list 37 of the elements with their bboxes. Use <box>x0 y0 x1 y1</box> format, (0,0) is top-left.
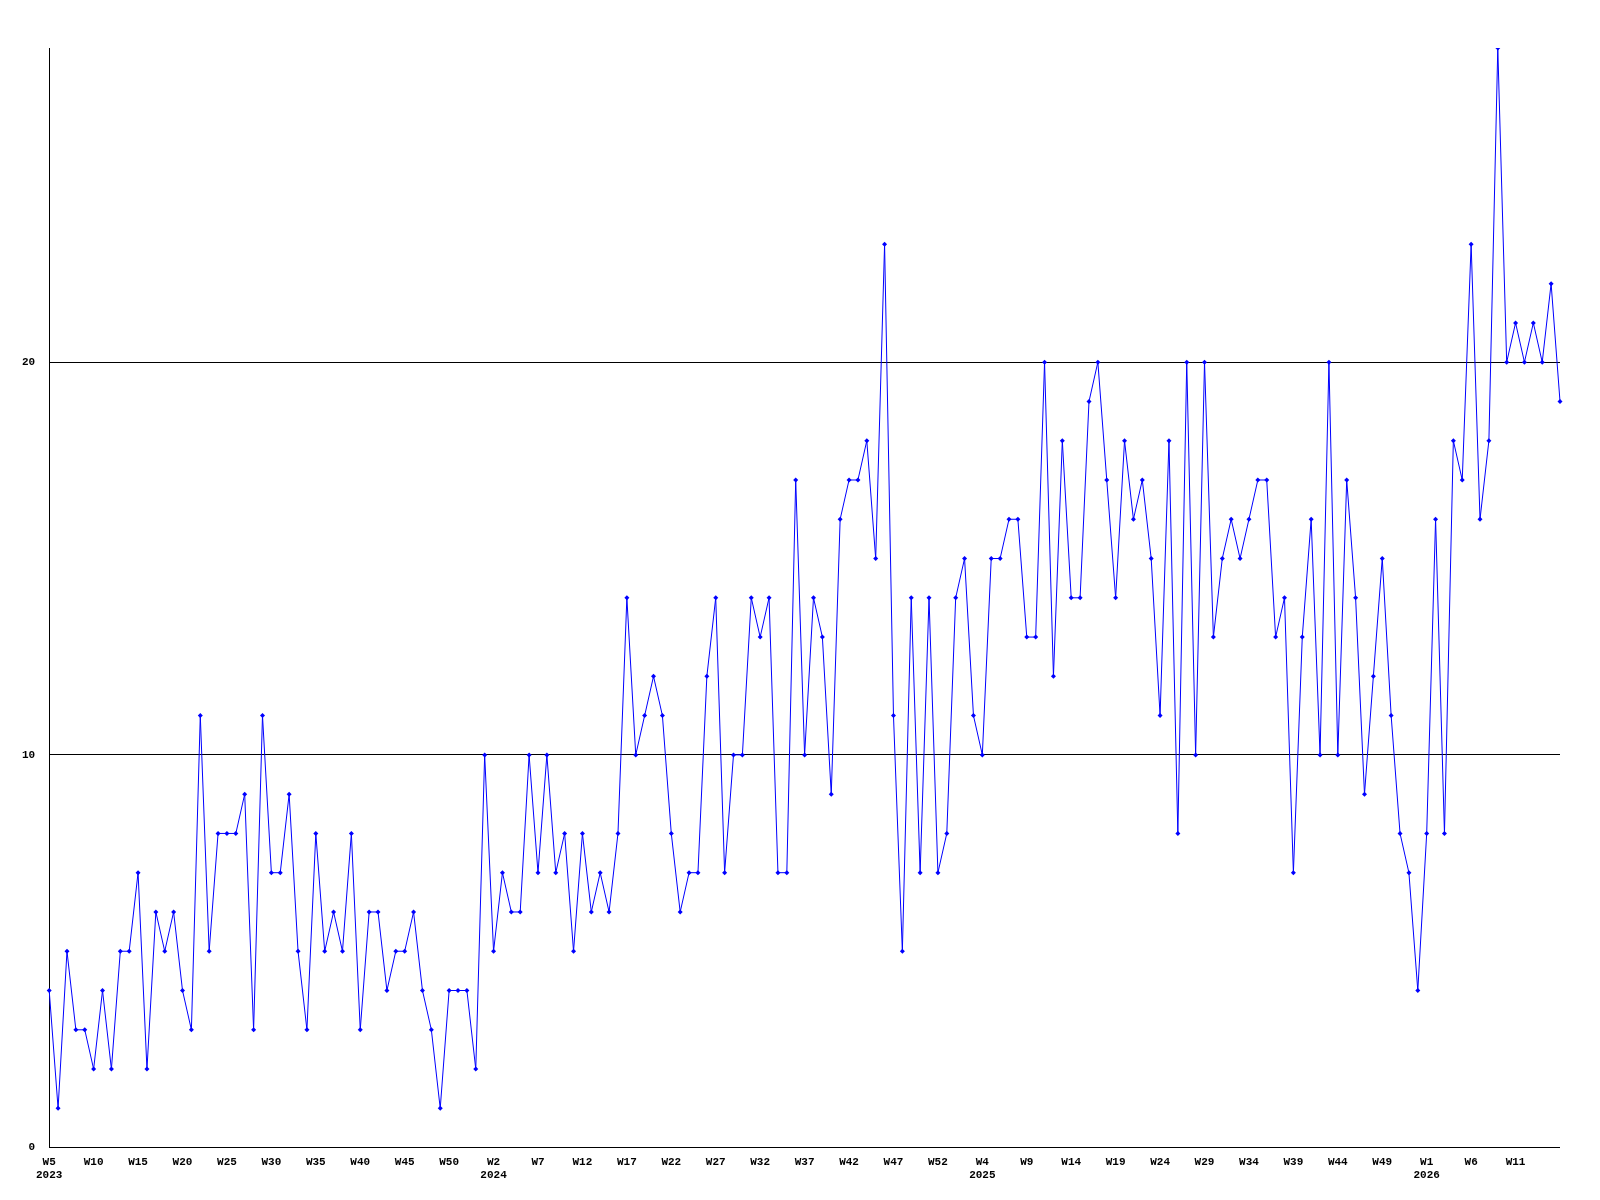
x-tick-label: W14 <box>1061 1155 1082 1168</box>
x-tick-label: W9 <box>1020 1155 1034 1168</box>
x-tick-label: W15 <box>128 1155 149 1168</box>
y-tick-label: 10 <box>22 748 36 761</box>
x-tick-label: W52 <box>928 1155 948 1168</box>
x-tick-label: W49 <box>1372 1155 1393 1168</box>
x-tick-label: W42 <box>839 1155 859 1168</box>
x-tick-label: W12 <box>572 1155 593 1168</box>
x-tick-label: W17 <box>616 1155 637 1168</box>
x-tick-label: W10 <box>83 1155 104 1168</box>
x-tick-label: W34 <box>1239 1155 1260 1168</box>
x-tick-label: W5 2023 <box>36 1155 63 1182</box>
x-tick-label: W19 <box>1105 1155 1126 1168</box>
x-tick-label: W11 <box>1505 1155 1526 1168</box>
x-tick-label: W35 <box>305 1155 327 1168</box>
x-tick-label: W44 <box>1327 1155 1349 1168</box>
x-tick-label: W7 <box>531 1155 545 1168</box>
x-tick-label: W39 <box>1283 1155 1304 1168</box>
x-tick-label: W30 <box>261 1155 282 1168</box>
x-tick-label: W1 2026 <box>1413 1155 1440 1182</box>
x-tick-label: W20 <box>172 1155 193 1168</box>
x-tick-label: W4 2025 <box>969 1155 996 1182</box>
x-tick-label: W22 <box>661 1155 682 1168</box>
x-tick-label: W40 <box>350 1155 371 1168</box>
x-tick-label: W32 <box>750 1155 771 1168</box>
x-tick-label: W6 <box>1464 1155 1478 1168</box>
x-tick-label: W25 <box>217 1155 238 1168</box>
x-tick-label: W45 <box>394 1155 415 1168</box>
x-tick-label: W47 <box>883 1155 904 1168</box>
x-tick-label: W37 <box>794 1155 815 1168</box>
y-tick-label: 0 <box>28 1141 36 1154</box>
x-tick-label: W27 <box>705 1155 726 1168</box>
x-tick-label: W2 2024 <box>480 1155 508 1182</box>
x-tick-label: W24 <box>1150 1155 1171 1168</box>
x-tick-label: W29 <box>1194 1155 1215 1168</box>
x-tick-label: W50 <box>439 1155 460 1168</box>
y-tick-label: 20 <box>22 355 36 368</box>
